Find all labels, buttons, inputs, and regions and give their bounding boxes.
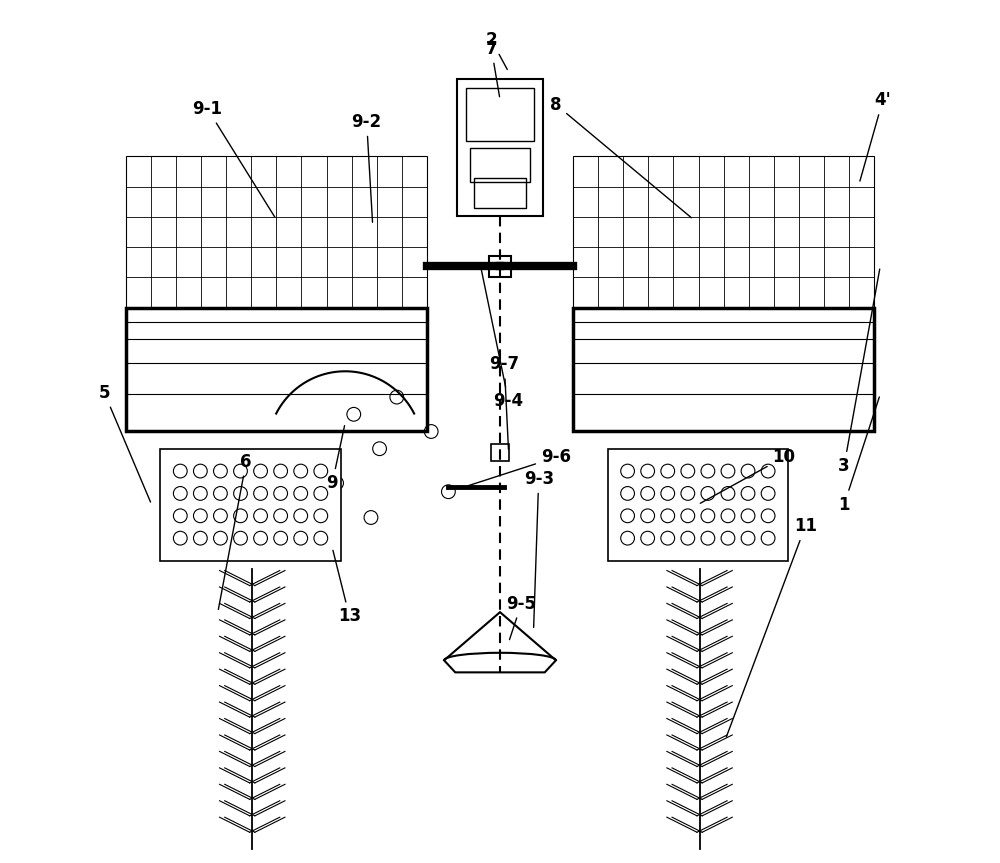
Bar <box>489 255 511 277</box>
Text: 11: 11 <box>726 517 817 737</box>
Text: 9-3: 9-3 <box>524 469 554 627</box>
Text: 8: 8 <box>550 96 691 217</box>
Bar <box>573 156 874 307</box>
Text: 3: 3 <box>838 269 880 475</box>
Bar <box>160 449 341 561</box>
Text: 9-2: 9-2 <box>352 113 382 223</box>
Bar <box>573 307 874 432</box>
Bar <box>466 88 534 141</box>
Text: 9-7: 9-7 <box>489 356 519 450</box>
Text: 4': 4' <box>860 91 891 181</box>
Polygon shape <box>444 612 556 672</box>
Text: 6: 6 <box>218 452 252 609</box>
Bar <box>474 178 526 208</box>
Bar <box>470 148 530 182</box>
Text: 9-6: 9-6 <box>468 448 571 486</box>
Text: 10: 10 <box>700 448 795 503</box>
Text: 1: 1 <box>838 397 879 513</box>
Bar <box>126 307 427 432</box>
Bar <box>457 79 543 217</box>
Text: 13: 13 <box>333 551 361 626</box>
Text: 9-1: 9-1 <box>193 100 275 217</box>
Bar <box>126 156 427 307</box>
Text: 7: 7 <box>486 40 500 97</box>
Bar <box>608 449 788 561</box>
Text: 9-5: 9-5 <box>507 595 537 639</box>
Text: 9: 9 <box>326 425 345 492</box>
Text: 9-4: 9-4 <box>481 269 524 411</box>
Text: 2: 2 <box>486 31 507 70</box>
Text: 5: 5 <box>99 384 151 502</box>
Bar <box>491 444 509 461</box>
